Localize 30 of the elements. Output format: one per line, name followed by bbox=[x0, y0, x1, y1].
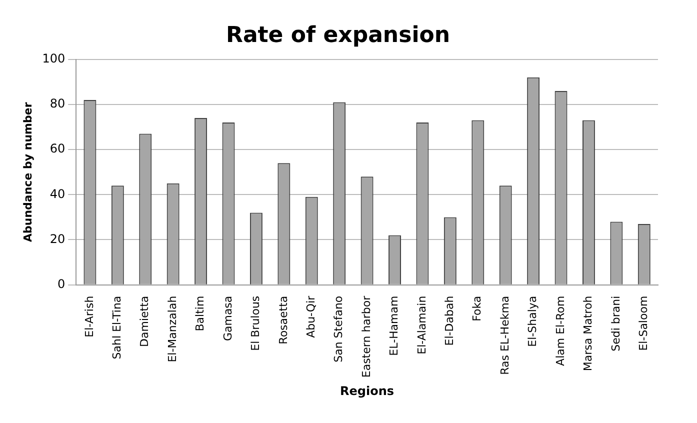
x-tick-label: Baltim bbox=[194, 296, 207, 332]
x-tick-label: El-Shalya bbox=[526, 296, 540, 347]
y-tick-label: 0 bbox=[57, 276, 66, 291]
x-tick-label: EL-Hamam bbox=[388, 296, 401, 356]
x-tick-label: El-Arish bbox=[82, 296, 96, 338]
x-tick-label: El-Alamain bbox=[415, 296, 428, 354]
x-tick-label: Rosaetta bbox=[276, 296, 290, 344]
y-tick-label: 20 bbox=[50, 232, 66, 246]
x-tick-label: Sedi brani bbox=[609, 296, 622, 352]
y-tick-label: 60 bbox=[50, 142, 66, 156]
chart-title: Rate of expansion bbox=[226, 22, 450, 48]
x-tick-label: Foka bbox=[470, 296, 484, 322]
x-tick-label: Eastern harbor bbox=[360, 295, 373, 378]
x-tick-label: Marsa Matroh bbox=[582, 296, 595, 372]
x-tick-label: Abu-Qir bbox=[304, 295, 318, 338]
x-tick-label: Damietta bbox=[138, 296, 152, 347]
x-tick-label: Alam El-Rom bbox=[554, 296, 567, 366]
x-tick-label: El Brulous bbox=[249, 296, 262, 351]
y-axis-title: Abundance by number bbox=[21, 102, 34, 242]
x-axis-title: Regions bbox=[340, 384, 394, 398]
y-tick-label: 100 bbox=[42, 52, 66, 66]
x-tick-label: Sahl El-Tina bbox=[110, 296, 124, 360]
x-tick-label: Gamasa bbox=[221, 296, 234, 342]
y-tick-label: 80 bbox=[50, 96, 66, 111]
y-tick-label: 40 bbox=[50, 186, 66, 201]
x-tick-label: Ras EL-Hekma bbox=[498, 296, 512, 375]
x-tick-label: El-Saloom bbox=[637, 296, 650, 351]
x-tick-label: El-Dabah bbox=[443, 296, 456, 346]
x-tick-label: El-Manzalah bbox=[166, 296, 179, 362]
x-tick-label: San Stefano bbox=[332, 296, 346, 362]
